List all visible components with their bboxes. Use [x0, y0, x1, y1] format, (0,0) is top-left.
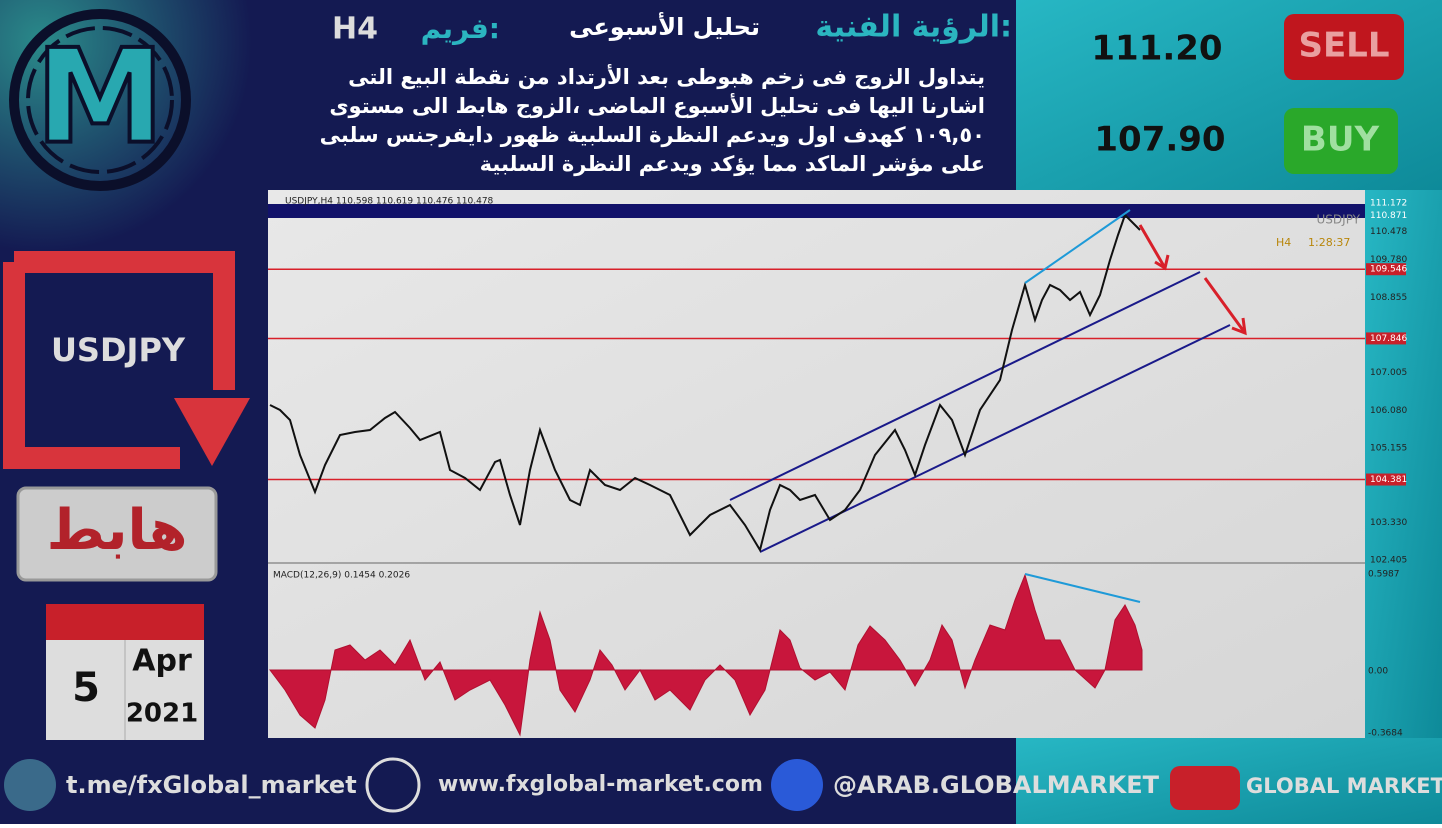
facebook[interactable]: @ARAB.GLOBALMARKET [833, 771, 1160, 799]
macd-label: -0.3684 [1368, 729, 1403, 739]
description-line: اشارنا اليها فى تحليل الأسبوع الماضى ،ال… [329, 92, 985, 119]
price-label: 111.172 [1370, 199, 1407, 209]
side-panel [1365, 190, 1442, 738]
logo: M [35, 21, 164, 173]
website[interactable]: www.fxglobal-market.com [438, 772, 763, 797]
telegram[interactable]: t.me/fxGlobal_market [66, 771, 357, 799]
price-label: 106.080 [1370, 406, 1407, 416]
price-label: 107.846 [1370, 334, 1407, 344]
logo-ring [9, 9, 191, 191]
chart-bg [268, 190, 1365, 738]
macd-label: 0.00 [1368, 667, 1388, 677]
pair: USDJPY [51, 331, 186, 369]
buy-label: BUY [1301, 120, 1380, 160]
title-label: الرؤية الفنية: [815, 10, 1012, 45]
channel-line [729, 271, 1201, 501]
sell-price: 111.20 [1091, 29, 1222, 69]
chart-header: USDJPY,H4 110.598 110.619 110.476 110.47… [285, 197, 494, 207]
direction: هابط [47, 498, 188, 563]
price-label: 109.780 [1370, 255, 1407, 265]
day: 5 [72, 665, 100, 711]
analysis: تحليل الأسبوعى [569, 12, 760, 41]
price-label: 110.478 [1370, 227, 1407, 237]
sell-label: SELL [1298, 26, 1389, 66]
level-tag [1366, 263, 1406, 276]
forecast-arrows [1138, 224, 1247, 336]
frame: H4 [332, 12, 378, 47]
price-label: 104.381 [1370, 475, 1407, 485]
macd-histogram [269, 573, 1143, 737]
level-tag [1366, 473, 1406, 486]
month: Apr [132, 644, 192, 679]
description-line: يتداول الزوج فى زخم هبوطى بعد الأرتداد م… [348, 63, 985, 90]
youtube[interactable]: GLOBAL MARKET [1246, 774, 1442, 798]
divergence-line [1024, 209, 1131, 284]
youtube-icon[interactable] [1170, 766, 1240, 810]
macd-label: 0.5987 [1368, 570, 1400, 580]
frame-label: فريم: [421, 12, 500, 45]
web-icon[interactable] [365, 757, 421, 813]
price-label: 107.005 [1370, 368, 1407, 378]
chart-timer: 1:28:37 [1308, 236, 1350, 249]
sell-button[interactable] [1284, 14, 1404, 80]
logo-ring [26, 26, 174, 174]
divergence-line [1024, 573, 1141, 603]
calendar-top [46, 604, 204, 640]
pair-frame [3, 251, 235, 469]
year: 2021 [126, 699, 198, 729]
telegram-icon[interactable] [4, 759, 56, 811]
down-arrow [174, 398, 250, 466]
level-tag [1366, 332, 1406, 345]
price-label: 109.546 [1370, 265, 1407, 275]
description: يتداول الزوج فى زخم هبوطى بعد الأرتداد م… [320, 63, 985, 176]
direction-badge [16, 486, 218, 582]
chart-timeframe: H4 [1276, 236, 1291, 249]
price-label: 102.405 [1370, 556, 1407, 566]
price-label: 108.855 [1370, 293, 1407, 303]
price-label: 105.155 [1370, 444, 1407, 454]
price-label: 110.871 [1370, 211, 1407, 221]
buy-button[interactable] [1284, 108, 1398, 174]
buy-price: 107.90 [1094, 120, 1225, 160]
description-line: ١٠٩,٥٠ كهدف اول ويدعم النظرة السلبية ظهو… [320, 123, 985, 147]
facebook-icon[interactable] [771, 759, 823, 811]
macd-header: MACD(12,26,9) 0.1454 0.2026 [273, 571, 410, 581]
description-line: على مؤشر الماكد مما يؤكد ويدعم النظرة ال… [480, 152, 985, 176]
price-label: 103.330 [1370, 518, 1407, 528]
price-line [269, 213, 1141, 553]
sell-zone [268, 204, 1365, 218]
chart-symbol: USDJPY [1317, 213, 1361, 227]
